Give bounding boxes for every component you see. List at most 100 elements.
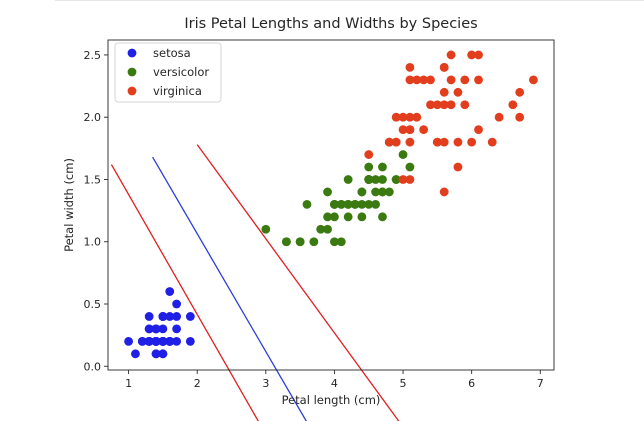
- point-versicolor: [282, 237, 291, 247]
- point-versicolor: [364, 175, 374, 184]
- point-versicolor: [405, 162, 415, 172]
- point-virginica: [515, 112, 525, 122]
- point-virginica: [398, 112, 408, 122]
- point-versicolor: [330, 199, 339, 209]
- point-versicolor: [323, 212, 332, 222]
- point-virginica: [439, 62, 449, 72]
- point-virginica: [439, 87, 449, 97]
- point-versicolor: [302, 199, 312, 209]
- point-virginica: [439, 187, 449, 197]
- legend: setosa versicolor virginica: [114, 42, 222, 103]
- point-versicolor: [391, 175, 401, 184]
- point-versicolor: [371, 199, 380, 209]
- point-setosa: [124, 336, 133, 346]
- y-axis-label: Petal width (cm): [62, 158, 76, 252]
- point-versicolor: [261, 224, 271, 234]
- point-virginica: [446, 75, 456, 85]
- point-versicolor: [378, 175, 387, 184]
- point-virginica: [467, 50, 477, 60]
- decision-line-1: [110, 164, 259, 421]
- point-virginica: [398, 175, 408, 184]
- series-setosa: [124, 287, 195, 359]
- point-setosa: [165, 336, 175, 346]
- data-points: [124, 50, 538, 359]
- point-virginica: [439, 100, 449, 110]
- point-virginica: [446, 100, 456, 110]
- point-virginica: [364, 150, 374, 159]
- y-ticks: 0.0 0.5 1.0 1.5 2.0 2.5: [84, 49, 108, 373]
- point-virginica: [453, 87, 463, 97]
- point-versicolor: [384, 187, 394, 197]
- point-virginica: [446, 50, 456, 60]
- y-tick-label: 0.5: [84, 298, 102, 311]
- y-tick-label: 2.0: [84, 111, 102, 124]
- point-virginica: [412, 112, 422, 122]
- point-versicolor: [316, 224, 326, 234]
- point-virginica: [405, 62, 415, 72]
- decision-line-2: [152, 156, 307, 421]
- point-versicolor: [330, 212, 339, 222]
- point-setosa: [172, 312, 182, 321]
- y-tick-label: 2.5: [84, 49, 102, 62]
- y-tick-label: 1.5: [84, 173, 102, 186]
- point-virginica: [391, 137, 401, 147]
- point-setosa: [165, 287, 175, 296]
- point-virginica: [391, 112, 401, 122]
- point-versicolor: [343, 175, 353, 184]
- y-tick-label: 0.0: [84, 360, 102, 373]
- point-virginica: [398, 125, 408, 135]
- point-virginica: [529, 75, 538, 85]
- point-versicolor: [336, 199, 346, 209]
- point-setosa: [137, 336, 147, 346]
- point-setosa: [172, 324, 182, 334]
- point-setosa: [151, 336, 161, 346]
- point-virginica: [384, 137, 394, 147]
- point-setosa: [144, 324, 154, 334]
- point-versicolor: [309, 237, 319, 247]
- point-versicolor: [323, 187, 332, 197]
- decision-line-3: [196, 144, 400, 421]
- point-setosa: [158, 324, 168, 334]
- x-tick-label: 4: [331, 377, 338, 390]
- y-tick-label: 1.0: [84, 236, 102, 249]
- point-virginica: [453, 162, 463, 172]
- point-virginica: [426, 100, 435, 110]
- point-versicolor: [343, 199, 353, 209]
- point-virginica: [432, 137, 442, 147]
- x-tick-label: 3: [262, 377, 269, 390]
- point-versicolor: [350, 199, 360, 209]
- legend-label-versicolor: versicolor: [153, 65, 209, 79]
- point-virginica: [487, 137, 497, 147]
- point-versicolor: [371, 175, 380, 184]
- point-virginica: [405, 75, 415, 85]
- decision-lines: [110, 144, 400, 421]
- point-versicolor: [364, 199, 374, 209]
- point-virginica: [474, 50, 483, 60]
- point-setosa: [165, 312, 175, 321]
- point-versicolor: [295, 237, 305, 247]
- point-versicolor: [378, 162, 387, 172]
- legend-marker-virginica: [127, 86, 137, 96]
- point-versicolor: [323, 224, 332, 234]
- point-versicolor: [371, 187, 380, 197]
- point-versicolor: [330, 237, 339, 247]
- legend-label-virginica: virginica: [153, 84, 202, 98]
- point-virginica: [515, 87, 525, 97]
- point-virginica: [494, 112, 504, 122]
- legend-box: [114, 42, 222, 103]
- point-virginica: [460, 75, 470, 85]
- point-setosa: [151, 349, 161, 359]
- point-virginica: [412, 75, 422, 85]
- x-tick-label: 5: [400, 377, 407, 390]
- top-border: [55, 0, 644, 1]
- point-setosa: [144, 336, 154, 346]
- point-setosa: [158, 336, 168, 346]
- point-virginica: [460, 100, 470, 110]
- point-virginica: [474, 75, 483, 85]
- legend-marker-versicolor: [127, 67, 137, 77]
- point-versicolor: [343, 212, 353, 222]
- point-versicolor: [398, 150, 408, 159]
- point-setosa: [158, 349, 168, 359]
- point-virginica: [426, 75, 435, 85]
